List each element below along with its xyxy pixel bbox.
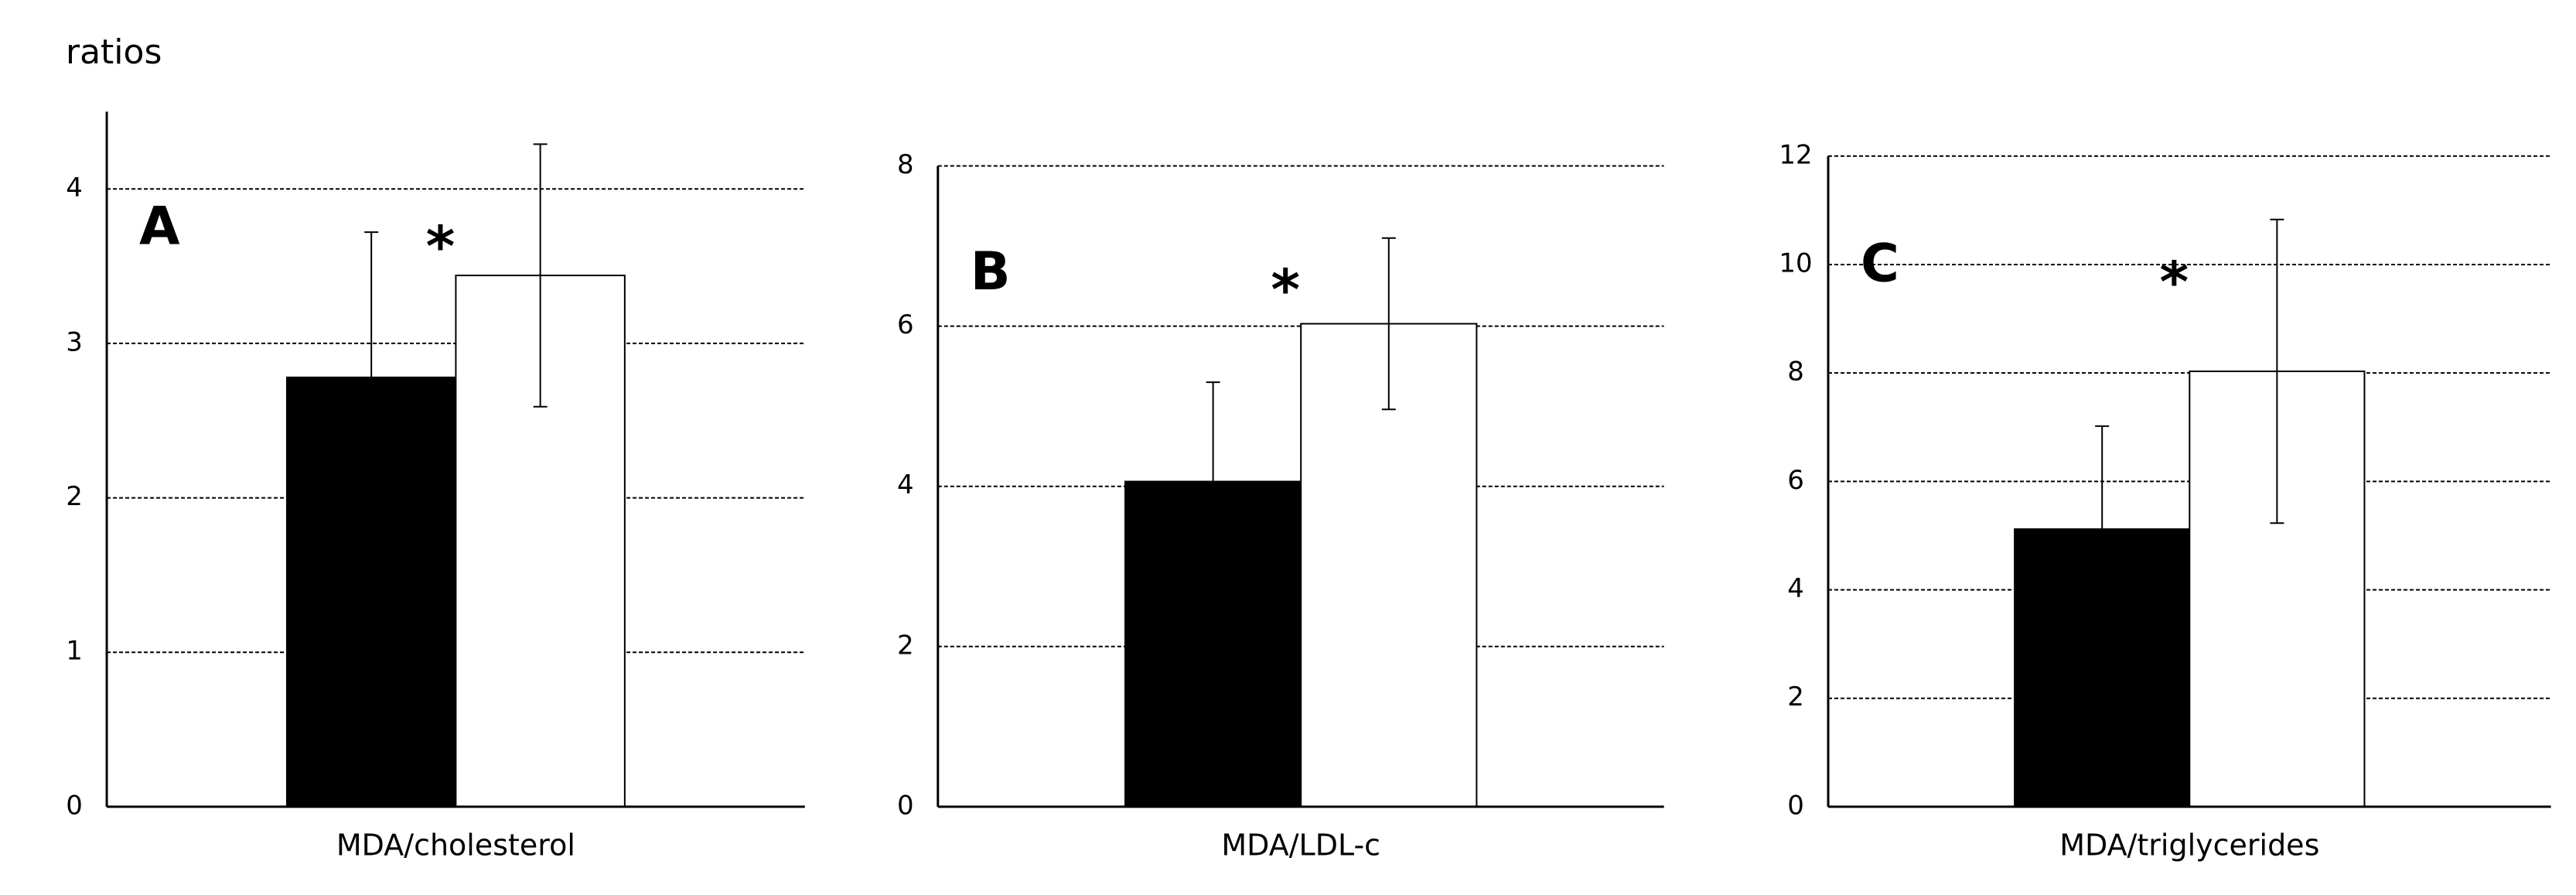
y-tick-label: 0 (1787, 790, 1804, 821)
significance-marker: * (1271, 258, 1300, 323)
y-tick-label: 3 (66, 326, 83, 357)
y-tick-label: 12 (1779, 139, 1812, 170)
significance-marker: * (2159, 250, 2189, 315)
x-tick-label: MDA/LDL-c (1221, 828, 1380, 862)
y-tick-label: 4 (897, 470, 914, 500)
significance-marker: * (426, 214, 455, 279)
y-tick-label: 2 (1787, 681, 1804, 712)
y-tick-label: 8 (1787, 357, 1804, 388)
y-tick-label: 8 (897, 149, 914, 180)
y-tick-label: 4 (1787, 573, 1804, 604)
y-tick-label: 1 (66, 636, 83, 667)
y-tick-label: 10 (1779, 248, 1812, 278)
y-tick-label: 2 (897, 630, 914, 661)
y-tick-label: 6 (1787, 465, 1804, 496)
y-axis-label: ratios (66, 32, 162, 72)
y-tick-label: 0 (66, 790, 83, 821)
y-tick-label: 0 (897, 790, 914, 821)
y-tick-label: 6 (897, 309, 914, 340)
x-tick-label: MDA/triglycerides (2059, 828, 2319, 862)
panel-label: A (139, 196, 180, 258)
x-tick-label: MDA/cholesterol (336, 828, 575, 862)
y-tick-label: 2 (66, 481, 83, 512)
y-tick-label: 4 (66, 173, 83, 203)
panel-label: B (971, 241, 1011, 302)
panel-label: C (1861, 233, 1899, 294)
